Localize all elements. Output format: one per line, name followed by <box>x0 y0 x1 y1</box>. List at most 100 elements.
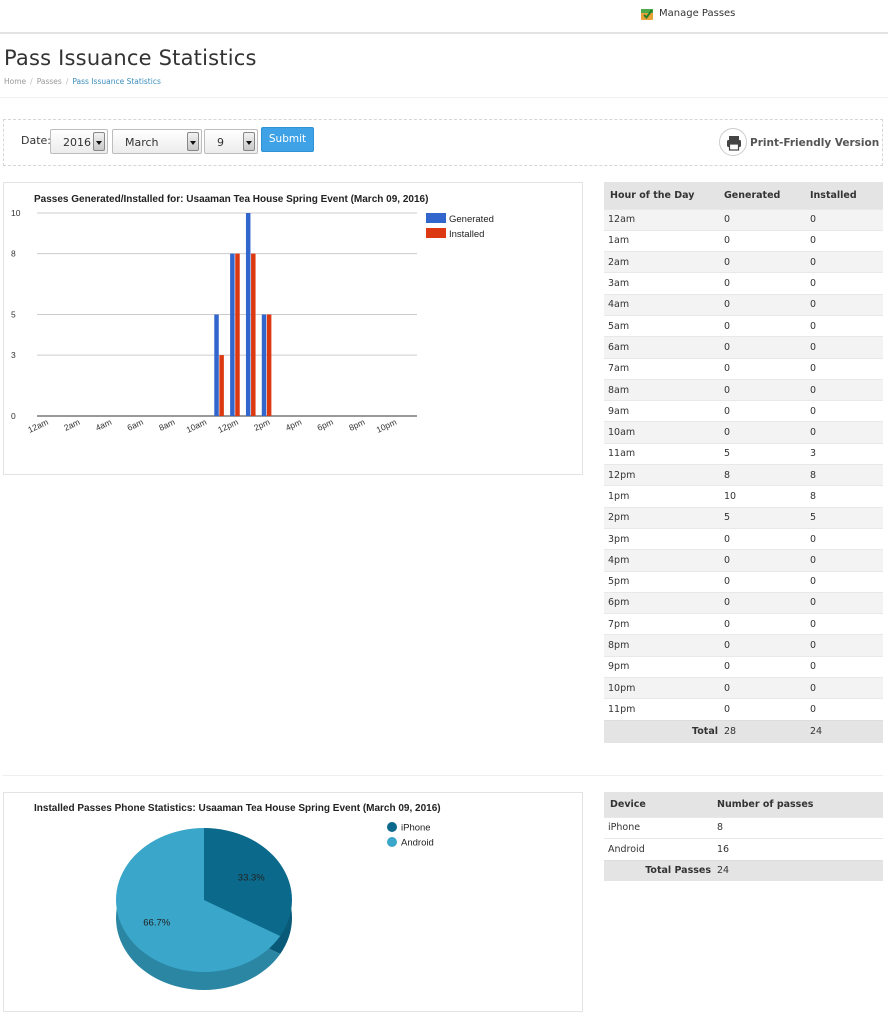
generated-cell: 0 <box>724 698 810 721</box>
x-tick-label: 8am <box>157 417 176 433</box>
legend-label-installed: Installed <box>449 229 484 240</box>
hour-cell: 6pm <box>604 591 724 614</box>
x-tick-label: 8pm <box>347 417 366 433</box>
total-row: Total Passes 24 <box>604 859 883 881</box>
hour-cell: 3am <box>604 272 724 295</box>
installed-cell: 0 <box>810 272 883 295</box>
table-row: 7am 0 0 <box>604 357 883 380</box>
table-row: 12pm 8 8 <box>604 464 883 486</box>
legend-swatch-installed <box>426 228 446 238</box>
hour-cell: 9pm <box>604 655 724 678</box>
x-tick-label: 6am <box>126 417 145 433</box>
legend-dot-iphone <box>387 822 397 832</box>
installed-cell: 3 <box>810 442 883 465</box>
table-row: 2pm 5 5 <box>604 506 883 529</box>
hour-cell: 1pm <box>604 485 724 508</box>
day-select[interactable]: 9 <box>204 129 258 154</box>
installed-cell: 0 <box>810 698 883 721</box>
date-label: Date: <box>21 134 51 147</box>
installed-cell: 0 <box>810 400 883 422</box>
generated-cell: 0 <box>724 549 810 572</box>
installed-cell: 0 <box>810 336 883 359</box>
total-installed: 24 <box>810 719 883 744</box>
generated-cell: 0 <box>724 336 810 359</box>
col-device: Device <box>604 792 717 817</box>
generated-cell: 0 <box>724 634 810 657</box>
submit-button[interactable]: Submit <box>261 127 314 152</box>
breadcrumb-home[interactable]: Home <box>4 77 27 86</box>
bar-installed-1pm <box>251 253 256 416</box>
passes-icon <box>640 6 655 21</box>
month-select[interactable]: March <box>112 129 202 154</box>
hourly-bar-chart: Passes Generated/Installed for: Usaaman … <box>11 194 494 435</box>
generated-cell: 0 <box>724 421 810 444</box>
total-row: Total 28 24 <box>604 719 883 744</box>
table-row: iPhone 8 <box>604 816 883 839</box>
table-row: 5pm 0 0 <box>604 570 883 593</box>
passes-cell: 16 <box>717 838 883 860</box>
hour-cell: 8pm <box>604 634 724 657</box>
hour-cell: 10pm <box>604 677 724 699</box>
print-friendly-link[interactable]: Print-Friendly Version <box>750 137 880 149</box>
x-tick-label: 2pm <box>252 417 271 433</box>
hour-cell: 10am <box>604 421 724 444</box>
generated-cell: 10 <box>724 485 810 508</box>
table-row: 1pm 10 8 <box>604 485 883 508</box>
year-dropdown-arrow-icon[interactable] <box>93 132 105 151</box>
hour-cell: 5am <box>604 314 724 337</box>
table-row: 10am 0 0 <box>604 421 883 444</box>
day-dropdown-arrow-icon[interactable] <box>243 132 255 151</box>
total-label: Total <box>604 719 724 744</box>
month-dropdown-arrow-icon[interactable] <box>187 132 199 151</box>
installed-cell: 0 <box>810 527 883 550</box>
installed-cell: 0 <box>810 570 883 593</box>
hour-cell: 12am <box>604 208 724 231</box>
generated-cell: 0 <box>724 378 810 401</box>
installed-cell: 0 <box>810 229 883 252</box>
installed-cell: 0 <box>810 293 883 316</box>
x-tick-label: 12pm <box>216 417 239 435</box>
table-row: 9am 0 0 <box>604 400 883 422</box>
installed-cell: 0 <box>810 251 883 273</box>
hour-cell: 12pm <box>604 464 724 486</box>
total-generated: 28 <box>724 719 810 744</box>
x-tick-label: 10am <box>185 417 208 435</box>
table-row: 4am 0 0 <box>604 293 883 316</box>
x-tick-label: 6pm <box>316 417 335 433</box>
col-hour: Hour of the Day <box>604 182 724 209</box>
generated-cell: 0 <box>724 613 810 635</box>
hour-cell: 8am <box>604 378 724 401</box>
manage-passes-label: Manage Passes <box>659 8 736 19</box>
installed-cell: 0 <box>810 314 883 337</box>
pie-chart-title: Installed Passes Phone Statistics: Usaam… <box>34 803 441 814</box>
x-tick-label: 12am <box>26 417 49 435</box>
installed-cell: 0 <box>810 613 883 635</box>
generated-cell: 8 <box>724 464 810 486</box>
device-stats-table: Device Number of passes iPhone 8 Android 16… <box>604 792 883 881</box>
total-passes-label: Total Passes <box>604 859 717 881</box>
bar-installed-11am <box>219 355 224 416</box>
hour-cell: 11pm <box>604 698 724 721</box>
hour-cell: 4pm <box>604 549 724 572</box>
manage-passes-link[interactable]: Manage Passes <box>640 6 735 21</box>
installed-cell: 0 <box>810 357 883 380</box>
print-icon[interactable] <box>719 128 747 156</box>
hour-cell: 9am <box>604 400 724 422</box>
generated-cell: 5 <box>724 442 810 465</box>
passes-cell: 8 <box>717 816 883 839</box>
bar-generated-12pm <box>230 253 235 416</box>
generated-cell: 0 <box>724 208 810 231</box>
breadcrumb-passes[interactable]: Passes <box>36 77 62 86</box>
title-divider <box>0 97 888 98</box>
generated-cell: 0 <box>724 251 810 273</box>
year-value: 2016 <box>63 136 91 149</box>
hour-cell: 2pm <box>604 506 724 529</box>
generated-cell: 0 <box>724 527 810 550</box>
bar-chart-title: Passes Generated/Installed for: Usaaman … <box>34 194 428 205</box>
date-filter-panel: Date: 2016 March 9 Submit Print-Friendly… <box>3 119 883 166</box>
x-tick-label: 4am <box>94 417 113 433</box>
table-row: 5am 0 0 <box>604 314 883 337</box>
hour-cell: 1am <box>604 229 724 252</box>
generated-cell: 0 <box>724 314 810 337</box>
year-select[interactable]: 2016 <box>50 129 108 154</box>
